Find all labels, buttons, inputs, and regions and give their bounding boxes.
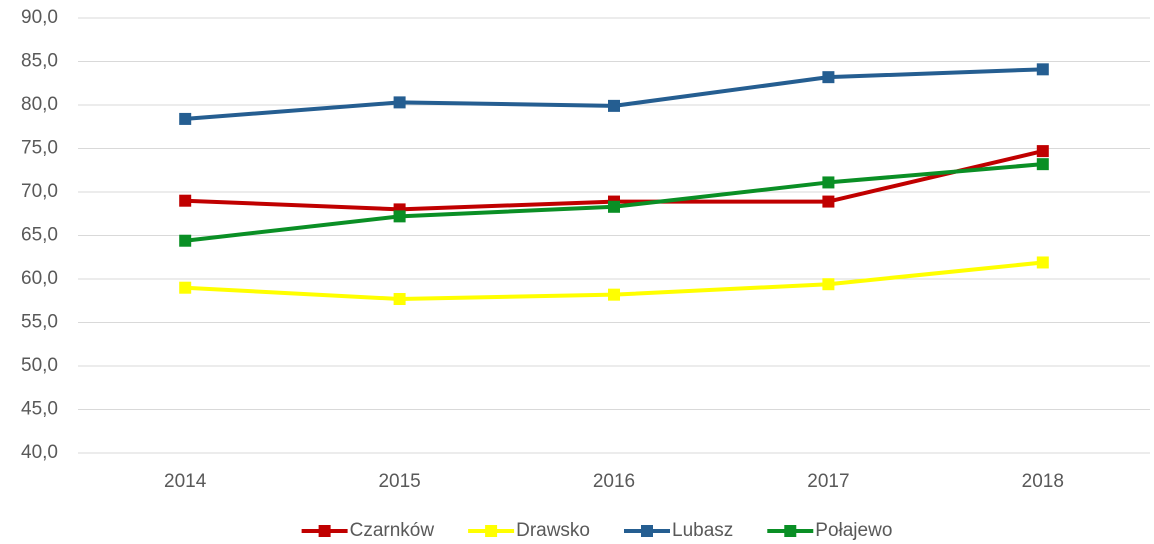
point-marker	[393, 210, 406, 223]
point-marker	[1036, 63, 1049, 76]
legend-marker	[784, 525, 797, 537]
y-tick-label: 70,0	[21, 181, 58, 202]
legend-label: Lubasz	[672, 520, 733, 541]
y-tick-label: 55,0	[21, 312, 58, 333]
x-tick-label: 2016	[593, 471, 635, 492]
legend-item: Czarnków	[301, 520, 435, 541]
y-tick-label: 75,0	[21, 138, 58, 159]
legend-item: Połajewo	[767, 520, 892, 541]
point-marker	[822, 71, 835, 84]
point-marker	[179, 281, 192, 294]
point-marker	[608, 288, 620, 301]
point-marker	[393, 96, 406, 109]
point-marker	[822, 195, 835, 208]
point-marker	[1036, 145, 1049, 158]
y-tick-label: 50,0	[21, 355, 58, 376]
legend-marker	[485, 525, 498, 537]
legend-marker	[641, 525, 653, 537]
legend-label: Czarnków	[350, 520, 435, 541]
point-marker	[1036, 158, 1049, 171]
point-marker	[179, 194, 192, 207]
point-marker	[608, 200, 620, 213]
point-marker	[393, 293, 406, 306]
point-marker	[822, 278, 835, 291]
point-marker	[179, 234, 192, 247]
x-tick-label: 2017	[807, 471, 849, 492]
legend-item: Drawsko	[468, 520, 590, 541]
legend-label: Połajewo	[815, 520, 892, 541]
legend-item: Lubasz	[624, 520, 733, 541]
x-tick-label: 2018	[1022, 471, 1064, 492]
legend-label: Drawsko	[516, 520, 590, 541]
y-tick-label: 40,0	[21, 442, 58, 463]
legend-marker	[318, 525, 331, 537]
y-tick-label: 90,0	[21, 7, 58, 28]
point-marker	[822, 176, 835, 189]
point-marker	[179, 112, 192, 125]
y-tick-label: 60,0	[21, 268, 58, 289]
point-marker	[1036, 256, 1049, 269]
y-tick-label: 85,0	[21, 51, 58, 72]
point-marker	[608, 99, 620, 112]
y-tick-label: 45,0	[21, 399, 58, 420]
y-tick-label: 80,0	[21, 94, 58, 115]
x-tick-label: 2015	[378, 471, 420, 492]
y-tick-label: 65,0	[21, 225, 58, 246]
x-tick-label: 2014	[164, 471, 207, 492]
